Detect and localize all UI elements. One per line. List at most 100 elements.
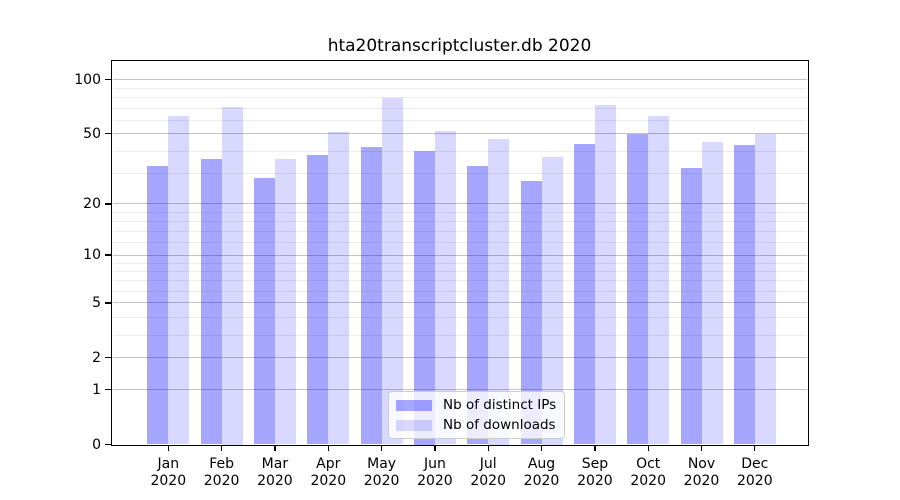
x-tick-label: Aug 2020 (510, 456, 574, 490)
x-tick-label: Sep 2020 (563, 456, 627, 490)
x-label-year: 2020 (363, 473, 400, 489)
x-label-year: 2020 (257, 473, 293, 489)
x-label-year: 2020 (736, 473, 773, 489)
minor-gridline (112, 88, 807, 89)
bar-downloads-dec (754, 133, 776, 445)
x-tick (700, 446, 703, 451)
legend-item-downloads: Nb of downloads (396, 418, 556, 432)
x-label-year: 2020 (417, 473, 453, 489)
major-gridline (112, 203, 807, 205)
y-tick-label: 20 (83, 195, 101, 212)
x-tick (380, 446, 383, 451)
x-label-year: 2020 (683, 473, 720, 489)
x-tick (220, 446, 223, 451)
x-tick (434, 446, 436, 451)
minor-gridline (112, 230, 807, 232)
legend-label-downloads: Nb of downloads (443, 417, 556, 433)
legend: Nb of distinct IPs Nb of downloads (388, 391, 566, 439)
bar-downloads-may (381, 98, 403, 445)
x-tick-label: Jul 2020 (456, 456, 520, 490)
bar-downloads-jun (434, 130, 456, 445)
legend-swatch-downloads (396, 419, 432, 431)
minor-gridline (112, 107, 807, 109)
bar-ips-jun (413, 151, 435, 445)
x-label-month: Oct (636, 456, 661, 472)
y-tick (105, 133, 111, 135)
x-label-month: Nov (687, 456, 716, 472)
major-gridline (112, 133, 807, 135)
bar-downloads-feb (221, 106, 243, 445)
x-tick-label: Nov 2020 (670, 456, 734, 490)
x-label-year: 2020 (630, 473, 666, 489)
x-label-year: 2020 (523, 473, 560, 489)
minor-gridline (112, 151, 807, 152)
x-label-month: May (367, 456, 397, 472)
bar-downloads-oct (648, 115, 670, 445)
x-tick-label: Apr 2020 (296, 456, 360, 490)
bar-downloads-nov (701, 141, 723, 445)
x-label-year: 2020 (310, 473, 347, 489)
x-label-month: Jul (479, 456, 497, 472)
major-gridline (112, 79, 807, 81)
x-tick-label: May 2020 (350, 456, 414, 490)
minor-gridline (112, 280, 807, 282)
major-gridline (112, 389, 807, 391)
x-tick-label: Mar 2020 (243, 456, 307, 490)
x-label-month: Mar (261, 456, 289, 472)
x-tick-label: Dec 2020 (723, 456, 787, 490)
y-tick (105, 203, 111, 205)
bar-ips-dec (733, 145, 755, 445)
minor-gridline (112, 317, 807, 319)
bar-ips-nov (680, 168, 702, 445)
legend-item-distinct-ips: Nb of distinct IPs (396, 398, 556, 412)
x-label-month: Feb (209, 456, 234, 472)
x-tick-label: Jan 2020 (136, 456, 200, 490)
bar-ips-sep (573, 143, 595, 445)
y-tick-label: 50 (83, 125, 101, 142)
x-label-year: 2020 (203, 473, 240, 489)
bar-ips-may (360, 147, 382, 445)
y-tick-label: 2 (92, 349, 101, 366)
minor-gridline (112, 290, 807, 292)
bar-ips-jul (467, 165, 489, 445)
minor-gridline (112, 241, 807, 243)
y-tick (105, 254, 111, 256)
major-gridline (112, 302, 807, 304)
y-tick (105, 357, 111, 359)
minor-gridline (112, 173, 807, 175)
x-label-month: Sep (581, 456, 609, 472)
x-tick-label: Jun 2020 (403, 456, 467, 490)
major-gridline (112, 357, 807, 359)
legend-swatch-distinct-ips (396, 399, 432, 411)
bar-ips-feb (200, 159, 222, 445)
x-tick-label: Oct 2020 (616, 456, 680, 490)
minor-gridline (112, 119, 807, 121)
bar-ips-jan (147, 165, 169, 445)
bar-ips-apr (307, 154, 329, 445)
y-tick-label: 1 (92, 381, 101, 398)
minor-gridline (112, 262, 807, 264)
y-tick-label: 0 (92, 436, 101, 453)
bar-downloads-jul (488, 138, 510, 445)
legend-label-distinct-ips: Nb of distinct IPs (443, 397, 557, 413)
x-label-year: 2020 (577, 473, 613, 489)
y-tick (105, 302, 111, 304)
minor-gridline (112, 270, 807, 272)
minor-gridline (112, 334, 807, 336)
bar-downloads-apr (328, 132, 350, 445)
x-label-month: Jan (157, 456, 180, 472)
bar-ips-oct (627, 133, 649, 445)
x-tick (167, 446, 169, 451)
y-tick (105, 79, 111, 81)
y-tick (105, 443, 111, 446)
minor-gridline (112, 97, 807, 99)
x-tick (540, 446, 543, 451)
x-tick (754, 446, 756, 451)
x-label-month: Apr (316, 456, 341, 472)
minor-gridline (112, 211, 807, 213)
x-tick (274, 446, 276, 451)
bar-ips-mar (253, 178, 275, 445)
bar-ips-aug (520, 181, 542, 445)
x-label-year: 2020 (470, 473, 506, 489)
